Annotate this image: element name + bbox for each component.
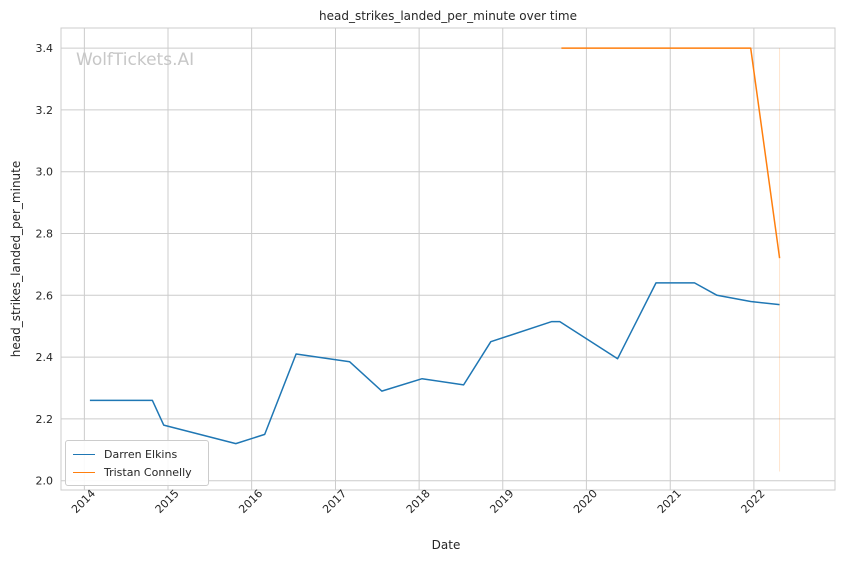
y-tick-label: 2.6: [36, 289, 54, 302]
chart-title: head_strikes_landed_per_minute over time: [319, 9, 577, 23]
y-tick-label: 2.4: [36, 351, 54, 364]
y-tick-label: 2.2: [36, 413, 54, 426]
plot-area-frame: [60, 27, 836, 491]
legend-label-darren-elkins: Darren Elkins: [104, 447, 178, 461]
legend-item-darren-elkins: Darren Elkins: [73, 446, 177, 462]
series-line-1: [561, 47, 781, 259]
x-axis-label: Date: [432, 538, 461, 552]
series-layer: [89, 47, 781, 472]
y-tick-label: 3.2: [36, 104, 54, 117]
legend-item-tristan-connelly: Tristan Connelly: [73, 464, 192, 480]
y-tick-label: 3.4: [36, 42, 54, 55]
y-tick-label: 3.0: [36, 166, 54, 179]
grid: [61, 28, 835, 490]
y-tick-label: 2.0: [36, 475, 54, 488]
y-axis-label: head_strikes_landed_per_minute: [9, 161, 23, 358]
legend-swatch-darren-elkins: [73, 453, 95, 455]
series-line-0: [89, 282, 780, 445]
legend-swatch-tristan-connelly: [73, 471, 95, 473]
legend: Darren Elkins Tristan Connelly: [65, 440, 209, 486]
legend-label-tristan-connelly: Tristan Connelly: [104, 465, 192, 479]
watermark: WolfTickets.AI: [76, 50, 194, 70]
y-tick-label: 2.8: [36, 228, 54, 241]
